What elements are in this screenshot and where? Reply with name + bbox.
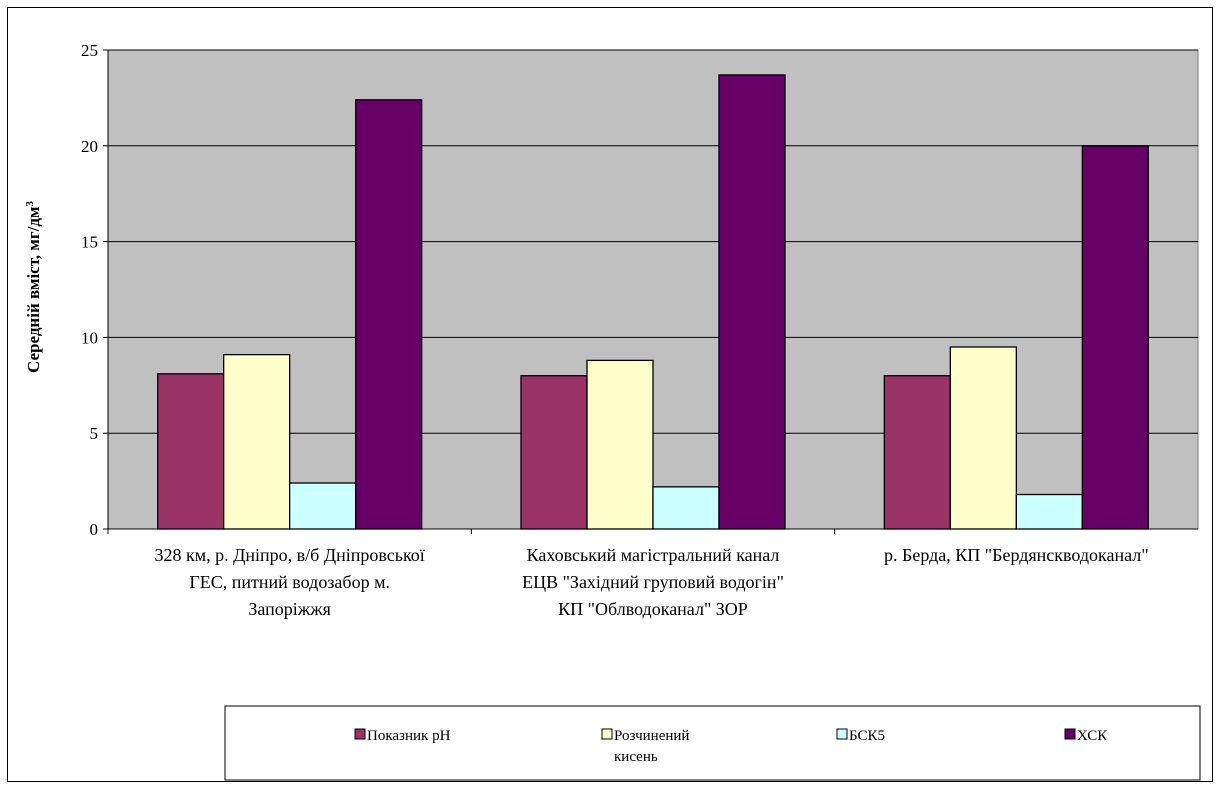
bar (586, 359, 654, 530)
legend-label: БСК5 (849, 728, 885, 744)
bar (1081, 145, 1149, 530)
y-axis-label-superscript: 3 (24, 201, 36, 207)
legend-box (224, 705, 1201, 781)
bar (355, 99, 423, 530)
x-category-label: Запоріжжя (248, 599, 331, 619)
x-category-label: р. Берда, КП "Бердянскводоканал" (884, 545, 1149, 565)
y-tick-label: 15 (81, 233, 98, 252)
y-tick-label: 20 (81, 137, 98, 156)
y-axis-label: Середній вміст, мг/дм3 (24, 201, 43, 373)
bar (883, 375, 951, 530)
bar (520, 375, 588, 530)
x-category-label: ГЕС, питний водозабор м. (189, 572, 390, 592)
bar (157, 373, 225, 530)
bar (718, 74, 786, 530)
legend-swatch (354, 728, 366, 740)
x-category-label: Каховський магістральний канал (527, 545, 780, 565)
x-category-label: ЕЦВ "Західний груповий водогін" (522, 572, 784, 592)
bar (652, 486, 720, 530)
legend-swatch (601, 728, 613, 740)
y-tick-label: 0 (90, 520, 99, 539)
bar (289, 482, 357, 530)
legend-swatch (836, 728, 848, 740)
y-tick-label: 10 (81, 328, 98, 347)
bar (1015, 493, 1083, 530)
x-category-label: 328 км, р. Дніпро, в/б Дніпровської (155, 545, 425, 565)
legend-label: Розчинений (614, 728, 689, 744)
legend-label: кисень (614, 749, 658, 765)
legend-swatch (1064, 728, 1076, 740)
legend-label: ХСК (1077, 728, 1108, 744)
x-category-label: КП "Облводоканал" ЗОР (558, 599, 748, 619)
y-tick-label: 5 (90, 424, 99, 443)
y-axis-label-text: Середній вміст, мг/дм (24, 206, 43, 373)
y-tick-label: 25 (81, 41, 98, 60)
bar (223, 353, 291, 530)
bar (949, 346, 1017, 530)
legend-label: Показник рН (367, 728, 451, 744)
